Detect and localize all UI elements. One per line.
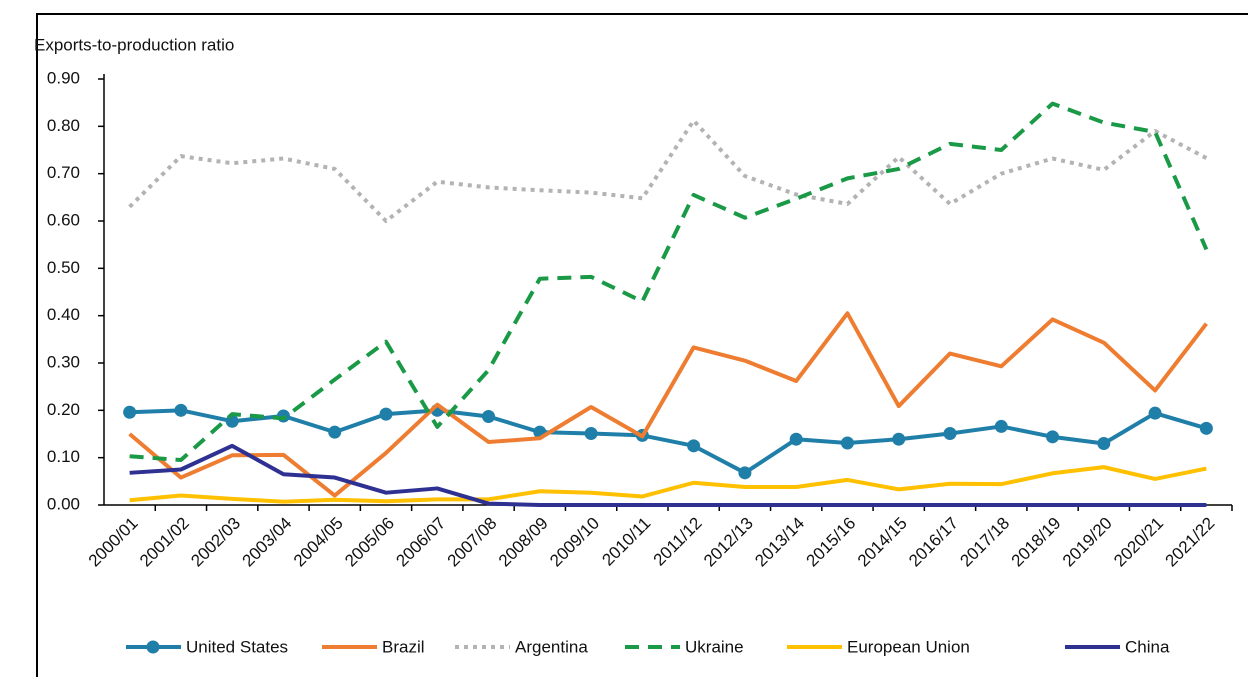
data-point	[584, 427, 598, 441]
y-tick-label: 0.70	[47, 163, 80, 182]
data-point	[994, 419, 1008, 433]
data-point	[840, 436, 854, 450]
data-point	[892, 432, 906, 446]
y-tick-label: 0.50	[47, 258, 80, 277]
data-point	[1148, 406, 1162, 420]
data-point	[379, 407, 393, 421]
data-point	[789, 432, 803, 446]
legend-label: Argentina	[515, 637, 588, 656]
y-axis-label: Exports-to-production ratio	[34, 35, 234, 54]
legend-label: Ukraine	[685, 637, 744, 656]
legend-label: China	[1125, 637, 1170, 656]
y-tick-label: 0.90	[47, 68, 80, 87]
y-tick-label: 0.60	[47, 210, 80, 229]
data-point	[1199, 421, 1213, 435]
y-tick-label: 0.00	[47, 494, 80, 513]
data-point	[123, 405, 137, 419]
series-line	[129, 443, 1207, 507]
y-tick-label: 0.10	[47, 447, 80, 466]
data-point	[174, 403, 188, 417]
legend-label: United States	[186, 637, 288, 656]
data-point	[943, 427, 957, 441]
series-line	[128, 118, 1208, 223]
legend-label: European Union	[847, 637, 970, 656]
legend-marker	[146, 640, 160, 654]
series-line	[129, 465, 1207, 504]
series-line	[129, 408, 1207, 475]
y-tick-label: 0.80	[47, 116, 80, 135]
data-point	[1097, 436, 1111, 450]
data-point	[687, 439, 701, 453]
y-tick-label: 0.40	[47, 305, 80, 324]
data-point	[328, 425, 342, 439]
y-tick-label: 0.30	[47, 352, 80, 371]
data-point	[482, 409, 496, 423]
series-line	[129, 101, 1209, 463]
y-tick-label: 0.20	[47, 400, 80, 419]
data-point	[1046, 430, 1060, 444]
data-point	[738, 466, 752, 480]
legend-label: Brazil	[382, 637, 425, 656]
